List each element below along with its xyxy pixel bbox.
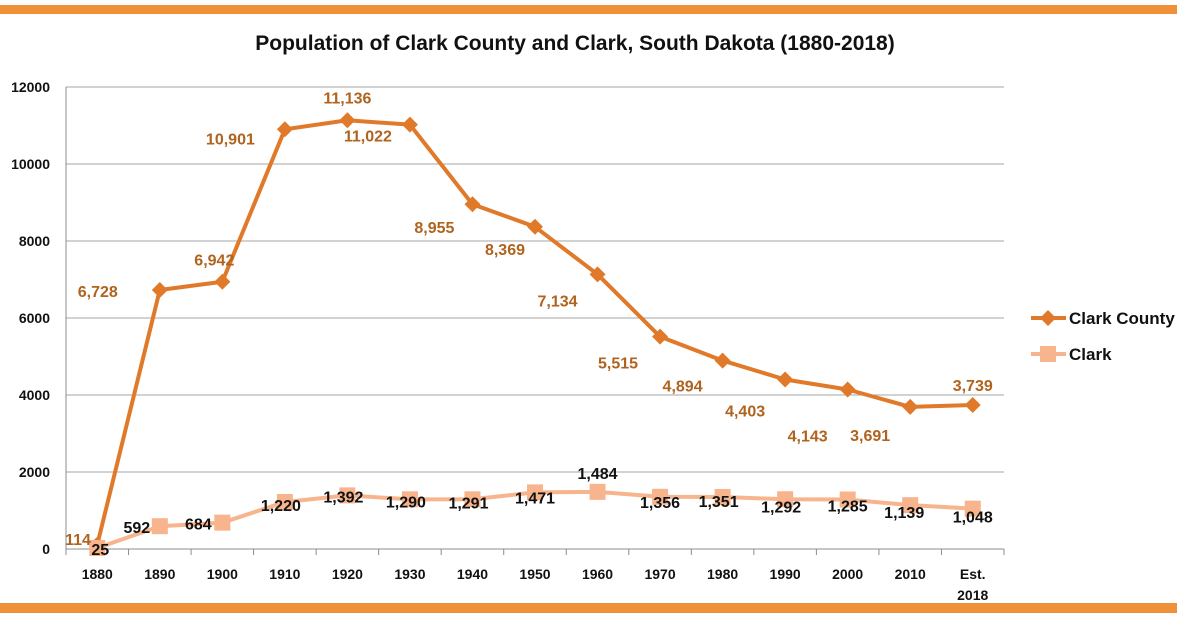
series-line-clark-county xyxy=(95,118,973,546)
county-point xyxy=(339,112,356,129)
city-point xyxy=(777,491,794,508)
y-tick-label: 0 xyxy=(42,541,50,557)
top-accent-band xyxy=(0,5,1177,14)
city-data-label: 1,290 xyxy=(386,494,426,511)
legend[interactable]: Clark County Clark xyxy=(1031,309,1175,364)
county-data-label: 5,515 xyxy=(598,356,638,373)
county-point xyxy=(777,371,794,388)
city-data-label: 684 xyxy=(185,517,212,534)
y-tick-label: 8000 xyxy=(19,233,50,249)
city-point xyxy=(89,540,106,557)
county-data-label: 11,022 xyxy=(344,129,392,146)
county-data-label: 6,728 xyxy=(78,284,118,301)
x-tick-label: 1950 xyxy=(519,566,550,582)
x-tick-label: 1910 xyxy=(269,566,300,582)
x-tick-label: 1890 xyxy=(144,566,175,582)
city-data-label: 1,285 xyxy=(828,499,868,516)
city-point xyxy=(527,484,543,501)
county-point xyxy=(276,121,293,138)
county-point xyxy=(839,381,856,398)
county-point xyxy=(652,328,669,345)
county-point xyxy=(589,266,606,283)
x-tick-label: 2010 xyxy=(895,566,926,582)
county-point xyxy=(464,196,481,213)
county-data-label: 3,739 xyxy=(953,378,993,395)
city-data-label: 592 xyxy=(123,520,150,537)
city-data-label: 1,048 xyxy=(953,510,993,527)
city-data-label: 1,291 xyxy=(448,495,488,512)
x-axis-ticks: 1880 1890 1900 1910 1920 1930 1940 1950 1960 1970… xyxy=(82,566,989,603)
legend-marker xyxy=(1040,346,1056,362)
x-tick-label: 1900 xyxy=(207,566,238,582)
county-data-label: 4,894 xyxy=(663,379,703,396)
county-point xyxy=(527,218,543,235)
county-data-label: 6,942 xyxy=(194,253,234,270)
legend-label: Clark xyxy=(1069,345,1112,364)
city-point xyxy=(714,488,731,505)
city-point xyxy=(151,518,168,535)
x-tick-label: 2000 xyxy=(832,566,863,582)
county-point xyxy=(151,281,168,298)
x-tick-label: 1930 xyxy=(394,566,425,582)
city-data-label: 1,139 xyxy=(884,505,924,522)
city-point xyxy=(839,491,856,508)
y-tick-label: 4000 xyxy=(19,387,50,403)
x-tick-label: 1990 xyxy=(770,566,801,582)
chart-title: Population of Clark County and Clark, So… xyxy=(255,32,894,55)
city-point xyxy=(464,491,481,508)
city-point xyxy=(589,483,606,500)
county-data-label: 4,403 xyxy=(725,403,765,420)
x-tick-label: 1980 xyxy=(707,566,738,582)
x-tick-label: 1960 xyxy=(582,566,613,582)
county-data-label: 4,143 xyxy=(788,428,828,445)
county-point xyxy=(964,397,981,414)
city-data-label: 1,292 xyxy=(761,499,801,516)
city-point xyxy=(214,514,231,531)
data-labels: 114 6,728 6,942 10,901 11,136 11,022 8,955 8,36… xyxy=(65,90,993,559)
city-data-label: 1,351 xyxy=(699,494,739,511)
county-point xyxy=(401,116,418,133)
x-tick-label: 1880 xyxy=(82,566,113,582)
y-tick-label: 12000 xyxy=(11,79,50,95)
y-axis-ticks: 0 2000 4000 6000 8000 10000 12000 xyxy=(11,79,50,557)
legend-marker xyxy=(1040,310,1056,326)
y-tick-label: 6000 xyxy=(19,310,50,326)
county-data-label: 3,691 xyxy=(850,428,890,445)
city-point xyxy=(276,494,293,511)
county-data-label: 11,136 xyxy=(323,90,371,107)
city-data-label: 25 xyxy=(91,542,109,559)
city-data-label: 1,392 xyxy=(323,489,363,506)
county-point xyxy=(214,273,231,290)
x-tick-label: 1970 xyxy=(644,566,675,582)
county-point xyxy=(902,398,919,415)
axes xyxy=(65,87,1005,555)
city-point xyxy=(652,488,669,505)
y-tick-label: 10000 xyxy=(11,156,50,172)
city-data-label: 1,471 xyxy=(515,490,555,507)
county-data-label: 7,134 xyxy=(537,293,577,310)
county-point xyxy=(714,352,731,369)
x-tick-label: Est. 2018 xyxy=(957,566,988,603)
county-data-label: 8,369 xyxy=(485,242,525,259)
county-data-label: 8,955 xyxy=(414,220,454,237)
city-data-label: 1,220 xyxy=(261,498,301,515)
city-data-label: 1,484 xyxy=(578,466,618,483)
city-point xyxy=(401,491,418,508)
legend-item-clark[interactable]: Clark xyxy=(1031,345,1112,364)
city-point xyxy=(964,500,981,517)
y-tick-label: 2000 xyxy=(19,464,50,480)
legend-item-clark-county[interactable]: Clark County xyxy=(1031,309,1175,328)
city-point xyxy=(902,497,919,514)
county-data-label: 114 xyxy=(65,532,91,549)
city-point xyxy=(339,487,356,504)
x-tick-label: 1940 xyxy=(457,566,488,582)
x-tick-label: 1920 xyxy=(332,566,363,582)
city-data-label: 1,356 xyxy=(640,495,680,512)
county-data-label: 10,901 xyxy=(206,131,255,148)
legend-label: Clark County xyxy=(1069,309,1175,328)
series-layer xyxy=(89,112,981,557)
bottom-accent-band xyxy=(0,603,1177,613)
